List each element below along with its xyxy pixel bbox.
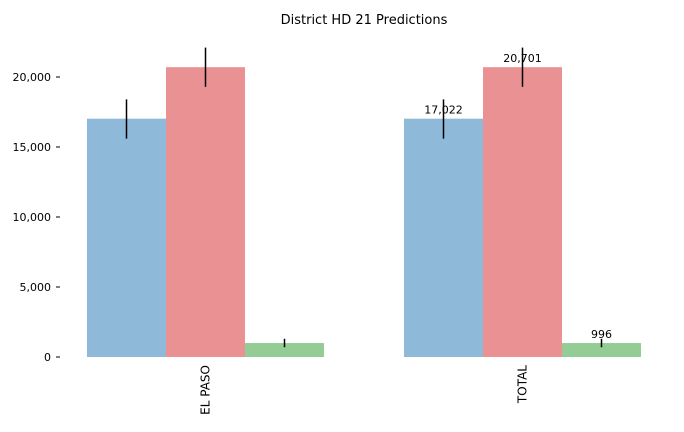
error-bars xyxy=(125,47,603,348)
bar xyxy=(87,118,166,357)
y-tick-label: 20,000 xyxy=(13,71,52,84)
data-label: 17,022 xyxy=(424,104,463,117)
data-label: 996 xyxy=(591,328,612,341)
data-label: 20,701 xyxy=(503,52,542,65)
data-labels: 17,022 20,701 996 xyxy=(424,52,612,341)
x-axis-labels: EL PASO TOTAL xyxy=(199,365,530,415)
y-tick-label: 10,000 xyxy=(13,211,52,224)
bar xyxy=(166,67,245,357)
bar xyxy=(562,343,641,357)
y-tick-label: 5,000 xyxy=(20,281,52,294)
bars xyxy=(87,67,641,357)
y-tick-label: 0 xyxy=(44,351,51,364)
bar xyxy=(483,67,562,357)
bar xyxy=(404,118,483,357)
y-axis: 0 5,000 10,000 15,000 20,000 xyxy=(13,71,60,364)
chart-title: District HD 21 Predictions xyxy=(281,13,448,28)
y-tick-label: 15,000 xyxy=(13,141,52,154)
x-tick-label: EL PASO xyxy=(199,365,213,415)
bar xyxy=(245,343,324,357)
x-tick-label: TOTAL xyxy=(516,365,530,404)
